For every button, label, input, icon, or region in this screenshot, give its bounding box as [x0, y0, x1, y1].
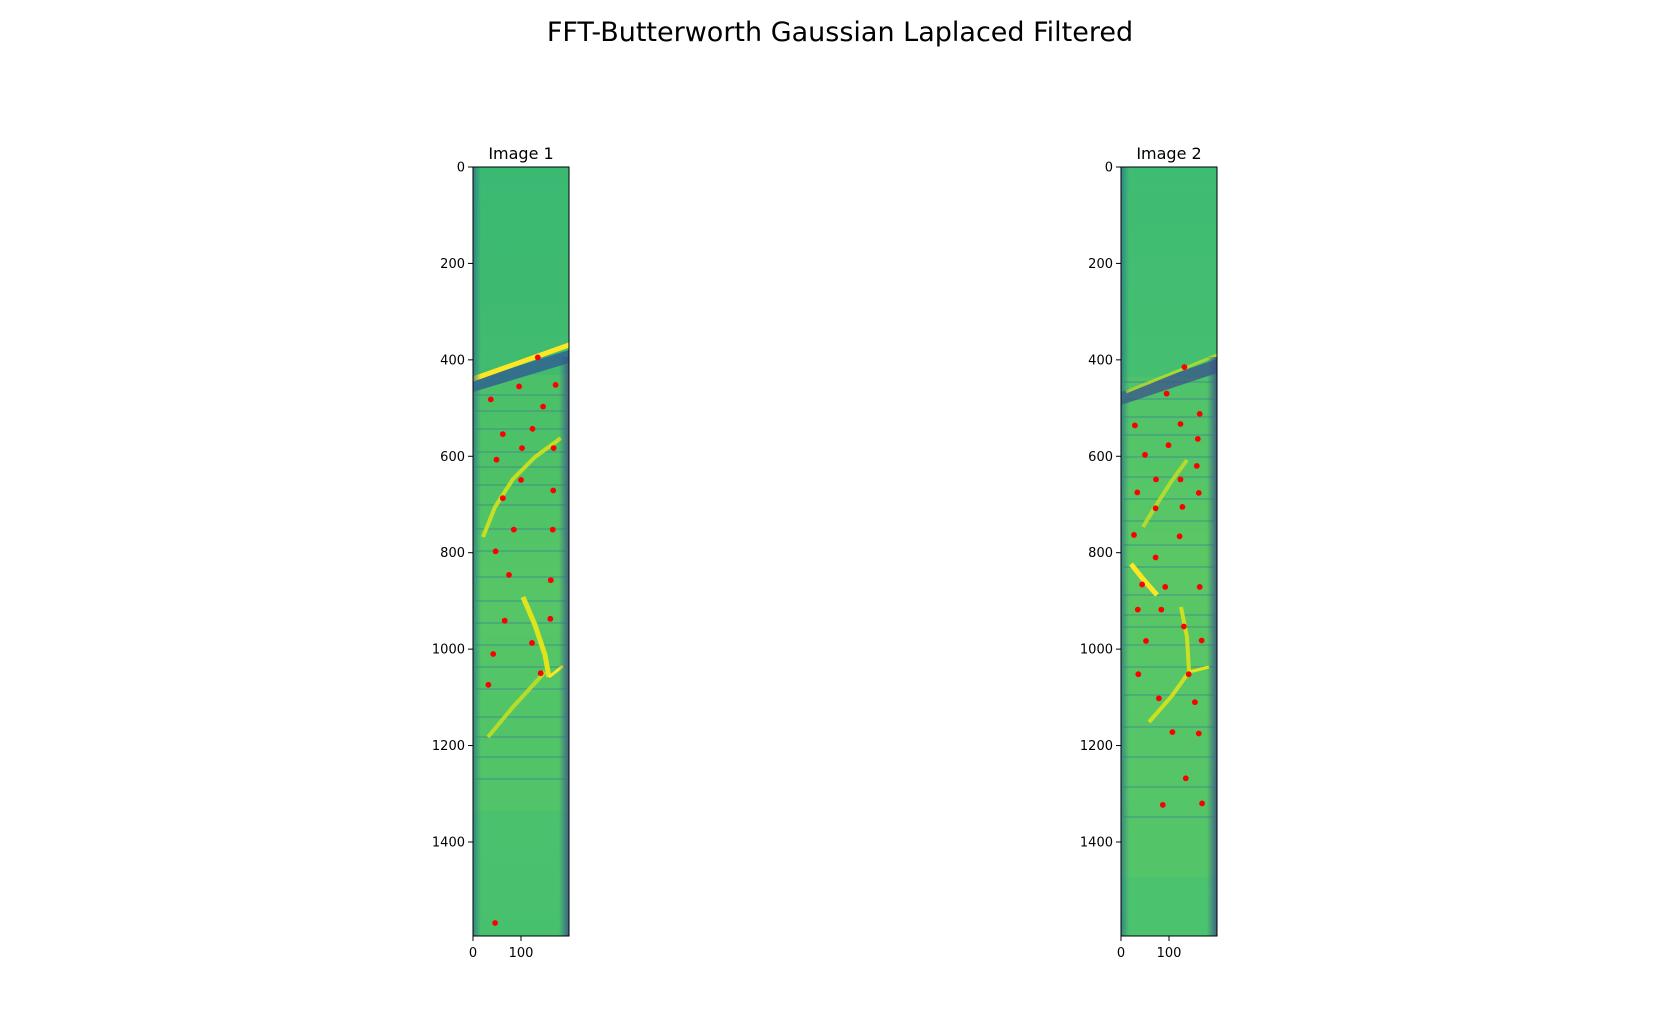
y-tick-label: 1400 [432, 835, 465, 850]
data-point [1176, 533, 1183, 540]
data-point [1152, 505, 1159, 512]
data-point [1131, 532, 1137, 538]
y-tick-label: 0 [1105, 161, 1113, 176]
y-tick-label: 400 [440, 353, 465, 368]
filtered-image [472, 167, 570, 936]
data-point [1198, 637, 1205, 644]
data-point [1153, 476, 1159, 483]
data-point [529, 640, 535, 646]
data-point [493, 456, 500, 463]
data-point [1165, 442, 1172, 449]
x-axis: 0 100 [1117, 936, 1182, 961]
y-axis: 0 200 400 600 800 1000 1200 1400 [1080, 161, 1121, 850]
markers [1131, 364, 1205, 808]
y-tick-label: 1200 [1080, 739, 1113, 754]
panel-image-1: Image 1 [432, 144, 570, 961]
data-point [1163, 390, 1170, 397]
data-point [519, 445, 525, 451]
filtered-image [1121, 167, 1218, 936]
y-tick-label: 1000 [1080, 643, 1113, 658]
data-point [1177, 421, 1184, 427]
data-point [1179, 504, 1186, 510]
data-point [499, 495, 506, 502]
data-point [547, 615, 554, 622]
panel-title: Image 2 [1136, 144, 1201, 163]
panel-image-2: Image 2 [1080, 144, 1218, 961]
data-point [1152, 554, 1159, 561]
data-point [1135, 671, 1142, 678]
y-tick-label: 200 [440, 257, 465, 272]
data-point [506, 572, 512, 578]
data-point [1185, 671, 1192, 678]
data-point [547, 577, 554, 584]
data-point [1199, 800, 1205, 807]
data-point [1193, 463, 1200, 469]
y-tick-label: 800 [1088, 546, 1113, 561]
data-point [1142, 451, 1148, 458]
data-point [518, 477, 524, 483]
data-point [1134, 606, 1141, 613]
data-point [552, 382, 559, 388]
data-point [540, 403, 546, 410]
markers [485, 354, 559, 926]
data-point [1194, 436, 1201, 442]
data-point [1132, 422, 1138, 429]
data-point [549, 526, 556, 533]
data-point [1177, 476, 1184, 483]
y-tick-label: 400 [1088, 353, 1113, 368]
data-point [1159, 802, 1166, 808]
data-point [550, 487, 557, 494]
data-point [1182, 775, 1189, 782]
data-point [1196, 411, 1203, 417]
y-tick-label: 600 [440, 450, 465, 465]
data-point [550, 445, 557, 451]
x-tick-label: 100 [1157, 946, 1182, 961]
data-point [1169, 729, 1176, 735]
y-axis: 0 200 400 600 800 1000 1200 1400 [432, 161, 473, 850]
y-tick-label: 0 [457, 161, 465, 176]
data-point [1196, 584, 1203, 590]
x-axis: 0 100 [469, 936, 534, 961]
data-point [1192, 699, 1198, 706]
data-point [492, 920, 498, 926]
y-tick-label: 600 [1088, 450, 1113, 465]
data-point [1195, 730, 1202, 737]
figure-title: FFT-Butterworth Gaussian Laplaced Filter… [547, 17, 1133, 48]
y-tick-label: 800 [440, 546, 465, 561]
x-tick-label: 0 [469, 946, 477, 961]
data-point [1143, 638, 1149, 644]
x-tick-label: 100 [509, 946, 534, 961]
data-point [1162, 584, 1169, 590]
data-point [1195, 490, 1202, 496]
data-point [1134, 489, 1141, 496]
data-point [1139, 581, 1145, 588]
panel-title: Image 1 [488, 144, 553, 163]
y-tick-label: 1200 [432, 739, 465, 754]
data-point [516, 383, 522, 390]
data-point [485, 681, 492, 688]
data-point [1158, 606, 1165, 613]
data-point [492, 548, 499, 555]
y-tick-label: 1400 [1080, 835, 1113, 850]
data-point [529, 425, 536, 432]
data-point [499, 431, 506, 437]
data-point [501, 617, 508, 624]
data-point [487, 396, 494, 403]
data-point [537, 670, 544, 677]
data-point [1181, 364, 1188, 370]
y-tick-label: 200 [1088, 257, 1113, 272]
data-point [534, 354, 541, 361]
x-tick-label: 0 [1117, 946, 1125, 961]
data-point [1181, 623, 1187, 630]
data-point [490, 651, 497, 657]
data-point [510, 526, 517, 533]
data-point [1156, 695, 1162, 702]
y-tick-label: 1000 [432, 643, 465, 658]
